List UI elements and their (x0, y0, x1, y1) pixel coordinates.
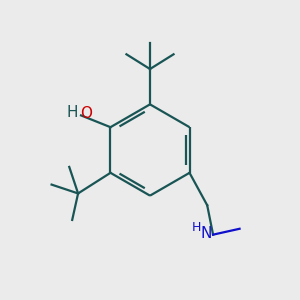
Text: N: N (200, 226, 212, 241)
Text: O: O (80, 106, 92, 122)
Text: H: H (192, 221, 202, 234)
Text: H: H (66, 105, 78, 120)
